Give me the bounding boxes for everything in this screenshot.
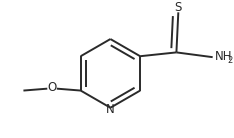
Text: N: N [106, 103, 115, 116]
Text: NH: NH [215, 50, 232, 63]
Text: O: O [48, 81, 57, 94]
Text: S: S [175, 1, 182, 14]
Text: 2: 2 [227, 55, 233, 65]
